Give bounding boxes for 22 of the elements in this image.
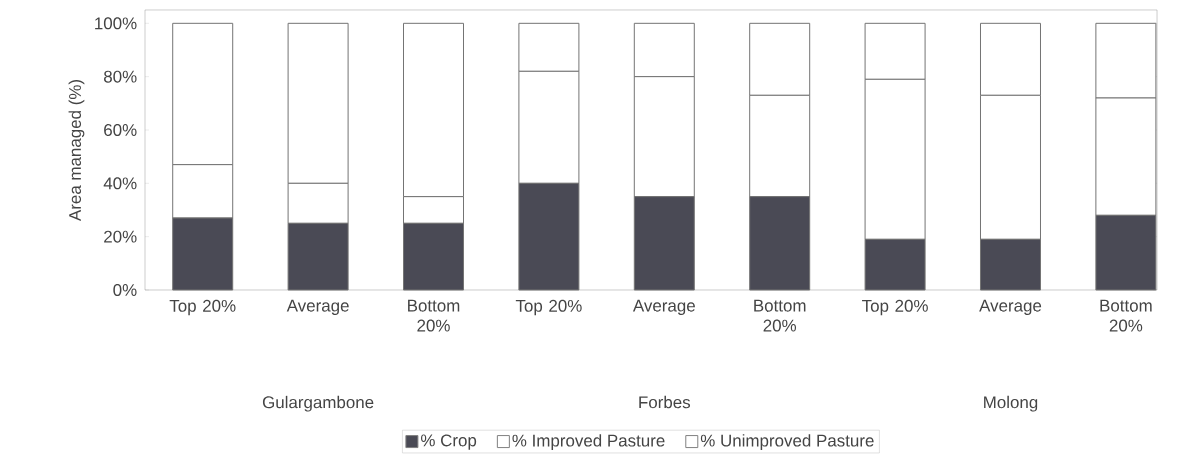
x-tick-label: Bottom 20% [754,299,806,332]
y-axis-title: Area managed (%) [68,79,85,222]
y-tick-label: 20% [104,230,137,243]
text: Forbes [639,395,691,409]
legend-label: % Unimproved Pasture [700,434,874,450]
y-tick-label: 80% [104,70,137,83]
x-tick-label: Top 20% [515,299,582,316]
x-tick-label: Average [286,299,349,315]
x-tick-label: Average [632,299,695,315]
legend-label: % Improved Pasture [512,434,665,450]
y-tick-label: 60% [104,123,137,136]
x-tick-label: Bottom 20% [1100,299,1152,332]
y-tick-label: 40% [103,177,137,190]
x-tick-label: Average [979,299,1042,315]
y-tick-label: 0% [113,283,137,296]
x-tick-label: Top 20% [862,299,928,316]
y-tick-label: 100% [95,17,137,30]
text: Molong [984,395,1038,412]
text: Gulargambone [262,395,374,412]
x-tick-label: Bottom 20% [408,299,460,332]
legend-label: % Crop [421,434,477,450]
x-tick-label: Top 20% [169,299,236,316]
